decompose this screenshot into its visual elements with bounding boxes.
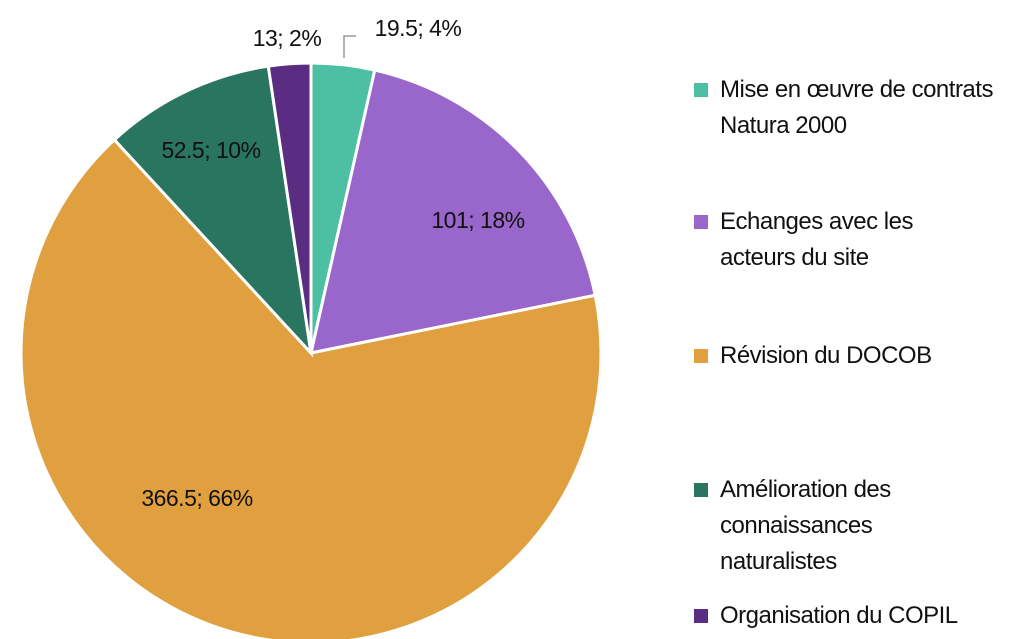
data-label: 19.5; 4% bbox=[375, 15, 462, 41]
legend-label: Révision du DOCOB bbox=[720, 342, 932, 369]
legend-item: Organisation du COPIL bbox=[694, 598, 994, 634]
pie-slice bbox=[19, 137, 603, 639]
pie-slice bbox=[266, 61, 313, 354]
legend-item: Mise en œuvre de contrats Natura 2000 bbox=[694, 72, 994, 144]
legend-item: Echanges avec les acteurs du site bbox=[694, 204, 994, 276]
data-label: 13; 2% bbox=[253, 25, 322, 51]
legend-label: Mise en œuvre de contrats Natura 2000 bbox=[720, 76, 993, 139]
leader-line bbox=[343, 35, 356, 58]
pie-slice bbox=[112, 64, 314, 358]
legend-label: Echanges avec les acteurs du site bbox=[720, 208, 913, 271]
data-label: 366.5; 66% bbox=[141, 485, 252, 511]
data-label: 52.5; 10% bbox=[161, 137, 260, 163]
legend-swatch bbox=[694, 83, 708, 97]
legend-swatch bbox=[694, 349, 708, 363]
legend-label: Organisation du COPIL bbox=[720, 602, 958, 629]
legend-item: Amélioration des connaissances naturalis… bbox=[694, 472, 994, 580]
pie-slice bbox=[309, 68, 597, 355]
legend-label: Amélioration des connaissances naturalis… bbox=[720, 476, 891, 575]
legend-swatch bbox=[694, 215, 708, 229]
legend-item: Révision du DOCOB bbox=[694, 338, 994, 374]
legend-swatch bbox=[694, 609, 708, 623]
legend-swatch bbox=[694, 483, 708, 497]
data-label: 101; 18% bbox=[431, 207, 524, 233]
